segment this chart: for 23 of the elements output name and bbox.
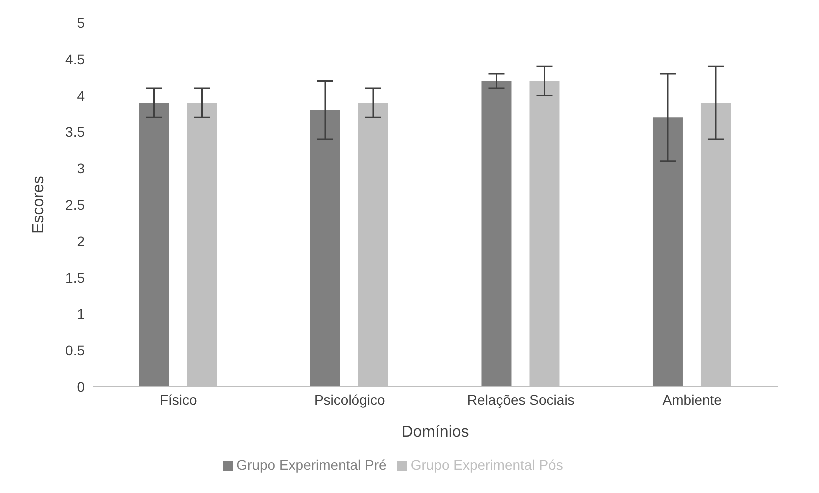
y-axis-title: Escores — [30, 176, 48, 234]
y-tick-label: 0 — [77, 378, 86, 395]
y-tick-label: 3 — [77, 160, 86, 177]
y-tick-label: 4.5 — [66, 51, 86, 68]
x-tick-label: Ambiente — [662, 392, 722, 408]
x-tick-label: Relações Sociais — [467, 392, 575, 408]
x-tick-label: Físico — [160, 392, 198, 408]
y-tick-label: 1.5 — [66, 270, 86, 286]
bar — [652, 118, 683, 387]
y-tick-label: 3.5 — [66, 124, 86, 140]
bar — [139, 103, 170, 387]
legend-label: Grupo Experimental Pós — [410, 457, 564, 473]
bar — [310, 110, 340, 387]
x-axis-title: Domínios — [402, 424, 470, 441]
y-tick-label: 1 — [77, 306, 86, 322]
y-tick-label: 2.5 — [66, 196, 86, 213]
y-tick-label: 5 — [77, 14, 86, 31]
bar — [482, 81, 512, 387]
x-tick-label: Psicológico — [314, 392, 386, 408]
y-tick-label: 2 — [77, 233, 86, 250]
y-tick-label: 0.5 — [66, 342, 86, 359]
y-tick-label: 4 — [77, 88, 86, 104]
legend-label: Grupo Experimental Pré — [236, 457, 387, 473]
